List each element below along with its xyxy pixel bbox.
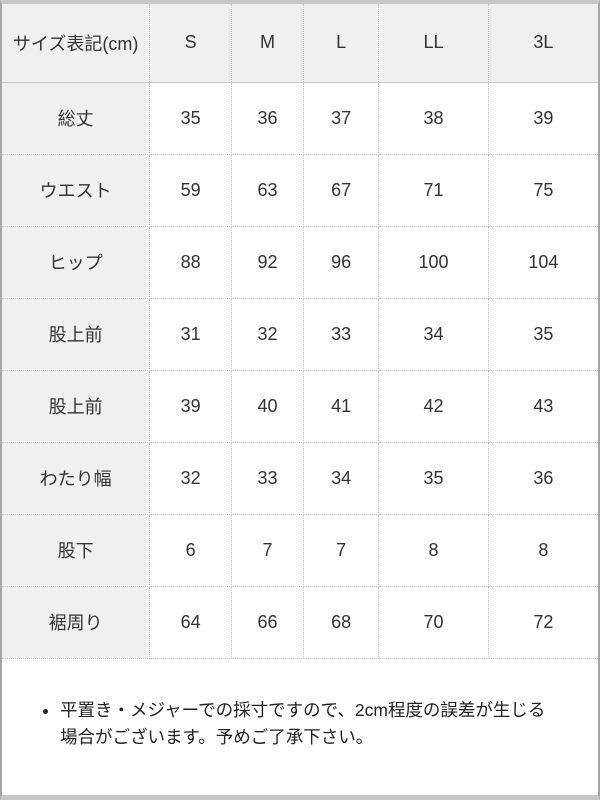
size-value-cell: 7 <box>303 513 380 587</box>
size-value-cell: 32 <box>149 441 232 515</box>
size-value-cell: 41 <box>303 369 380 443</box>
size-value-cell: 38 <box>378 81 489 155</box>
table-row: ウエスト 59 63 67 71 75 <box>2 153 598 227</box>
measurement-label-cell: 総丈 <box>2 81 151 155</box>
size-value-cell: 36 <box>487 441 598 515</box>
size-value-cell: 33 <box>230 441 305 515</box>
size-value-cell: 33 <box>303 297 380 371</box>
size-value-cell: 71 <box>378 153 489 227</box>
table-row: 股上前 31 32 33 34 35 <box>2 297 598 371</box>
size-value-cell: 7 <box>230 513 305 587</box>
size-value-cell: 34 <box>378 297 489 371</box>
size-value-cell: 88 <box>149 225 232 299</box>
table-row: 裾周り 64 66 68 70 72 <box>2 585 598 659</box>
size-value-cell: 35 <box>487 297 598 371</box>
size-value-cell: 70 <box>378 585 489 659</box>
size-value-cell: 35 <box>149 81 232 155</box>
size-value-cell: 31 <box>149 297 232 371</box>
size-value-cell: 35 <box>378 441 489 515</box>
size-value-cell: 100 <box>378 225 489 299</box>
size-value-cell: 39 <box>487 81 598 155</box>
size-chart-body: 総丈 35 36 37 38 39 ウエスト 59 63 67 71 75 ヒップ 88 92 96 100 10… <box>2 81 598 659</box>
size-value-cell: 34 <box>303 441 380 515</box>
size-value-cell: 72 <box>487 585 598 659</box>
size-value-cell: 59 <box>149 153 232 227</box>
size-value-cell: 96 <box>303 225 380 299</box>
size-column-header: L <box>303 4 380 83</box>
note-list: 平置き・メジャーでの採寸ですので、2cm程度の誤差が生じる場合がございます。予め… <box>38 697 562 751</box>
size-value-cell: 6 <box>149 513 232 587</box>
measurement-label-cell: ウエスト <box>2 153 151 227</box>
size-chart-table: サイズ表記(cm) S M L LL 3L 総丈 35 36 37 38 39 ウエスト 59 63 67… <box>2 4 598 659</box>
size-column-header: M <box>230 4 305 83</box>
size-label-header: サイズ表記(cm) <box>2 4 151 83</box>
measurement-label-cell: ヒップ <box>2 225 151 299</box>
size-column-header: 3L <box>487 4 598 83</box>
size-column-header: S <box>149 4 232 83</box>
size-chart-header: サイズ表記(cm) S M L LL 3L <box>2 4 598 83</box>
note-item: 平置き・メジャーでの採寸ですので、2cm程度の誤差が生じる場合がございます。予め… <box>60 697 562 751</box>
measurement-label-cell: わたり幅 <box>2 441 151 515</box>
size-column-header: LL <box>378 4 489 83</box>
size-value-cell: 43 <box>487 369 598 443</box>
measurement-label-cell: 股上前 <box>2 297 151 371</box>
size-value-cell: 37 <box>303 81 380 155</box>
table-row: わたり幅 32 33 34 35 36 <box>2 441 598 515</box>
measurement-label-cell: 裾周り <box>2 585 151 659</box>
header-row: サイズ表記(cm) S M L LL 3L <box>2 4 598 83</box>
measurement-label-cell: 股下 <box>2 513 151 587</box>
size-value-cell: 39 <box>149 369 232 443</box>
size-value-cell: 66 <box>230 585 305 659</box>
measurement-note-section: 平置き・メジャーでの採寸ですので、2cm程度の誤差が生じる場合がございます。予め… <box>38 697 562 751</box>
size-value-cell: 8 <box>487 513 598 587</box>
table-row: 総丈 35 36 37 38 39 <box>2 81 598 155</box>
size-value-cell: 40 <box>230 369 305 443</box>
table-row: 股下 6 7 7 8 8 <box>2 513 598 587</box>
measurement-label-cell: 股上前 <box>2 369 151 443</box>
size-value-cell: 64 <box>149 585 232 659</box>
size-value-cell: 63 <box>230 153 305 227</box>
size-value-cell: 104 <box>487 225 598 299</box>
size-value-cell: 42 <box>378 369 489 443</box>
size-value-cell: 68 <box>303 585 380 659</box>
size-value-cell: 67 <box>303 153 380 227</box>
size-value-cell: 32 <box>230 297 305 371</box>
size-value-cell: 75 <box>487 153 598 227</box>
size-value-cell: 92 <box>230 225 305 299</box>
table-row: ヒップ 88 92 96 100 104 <box>2 225 598 299</box>
size-value-cell: 36 <box>230 81 305 155</box>
size-value-cell: 8 <box>378 513 489 587</box>
table-row: 股上前 39 40 41 42 43 <box>2 369 598 443</box>
